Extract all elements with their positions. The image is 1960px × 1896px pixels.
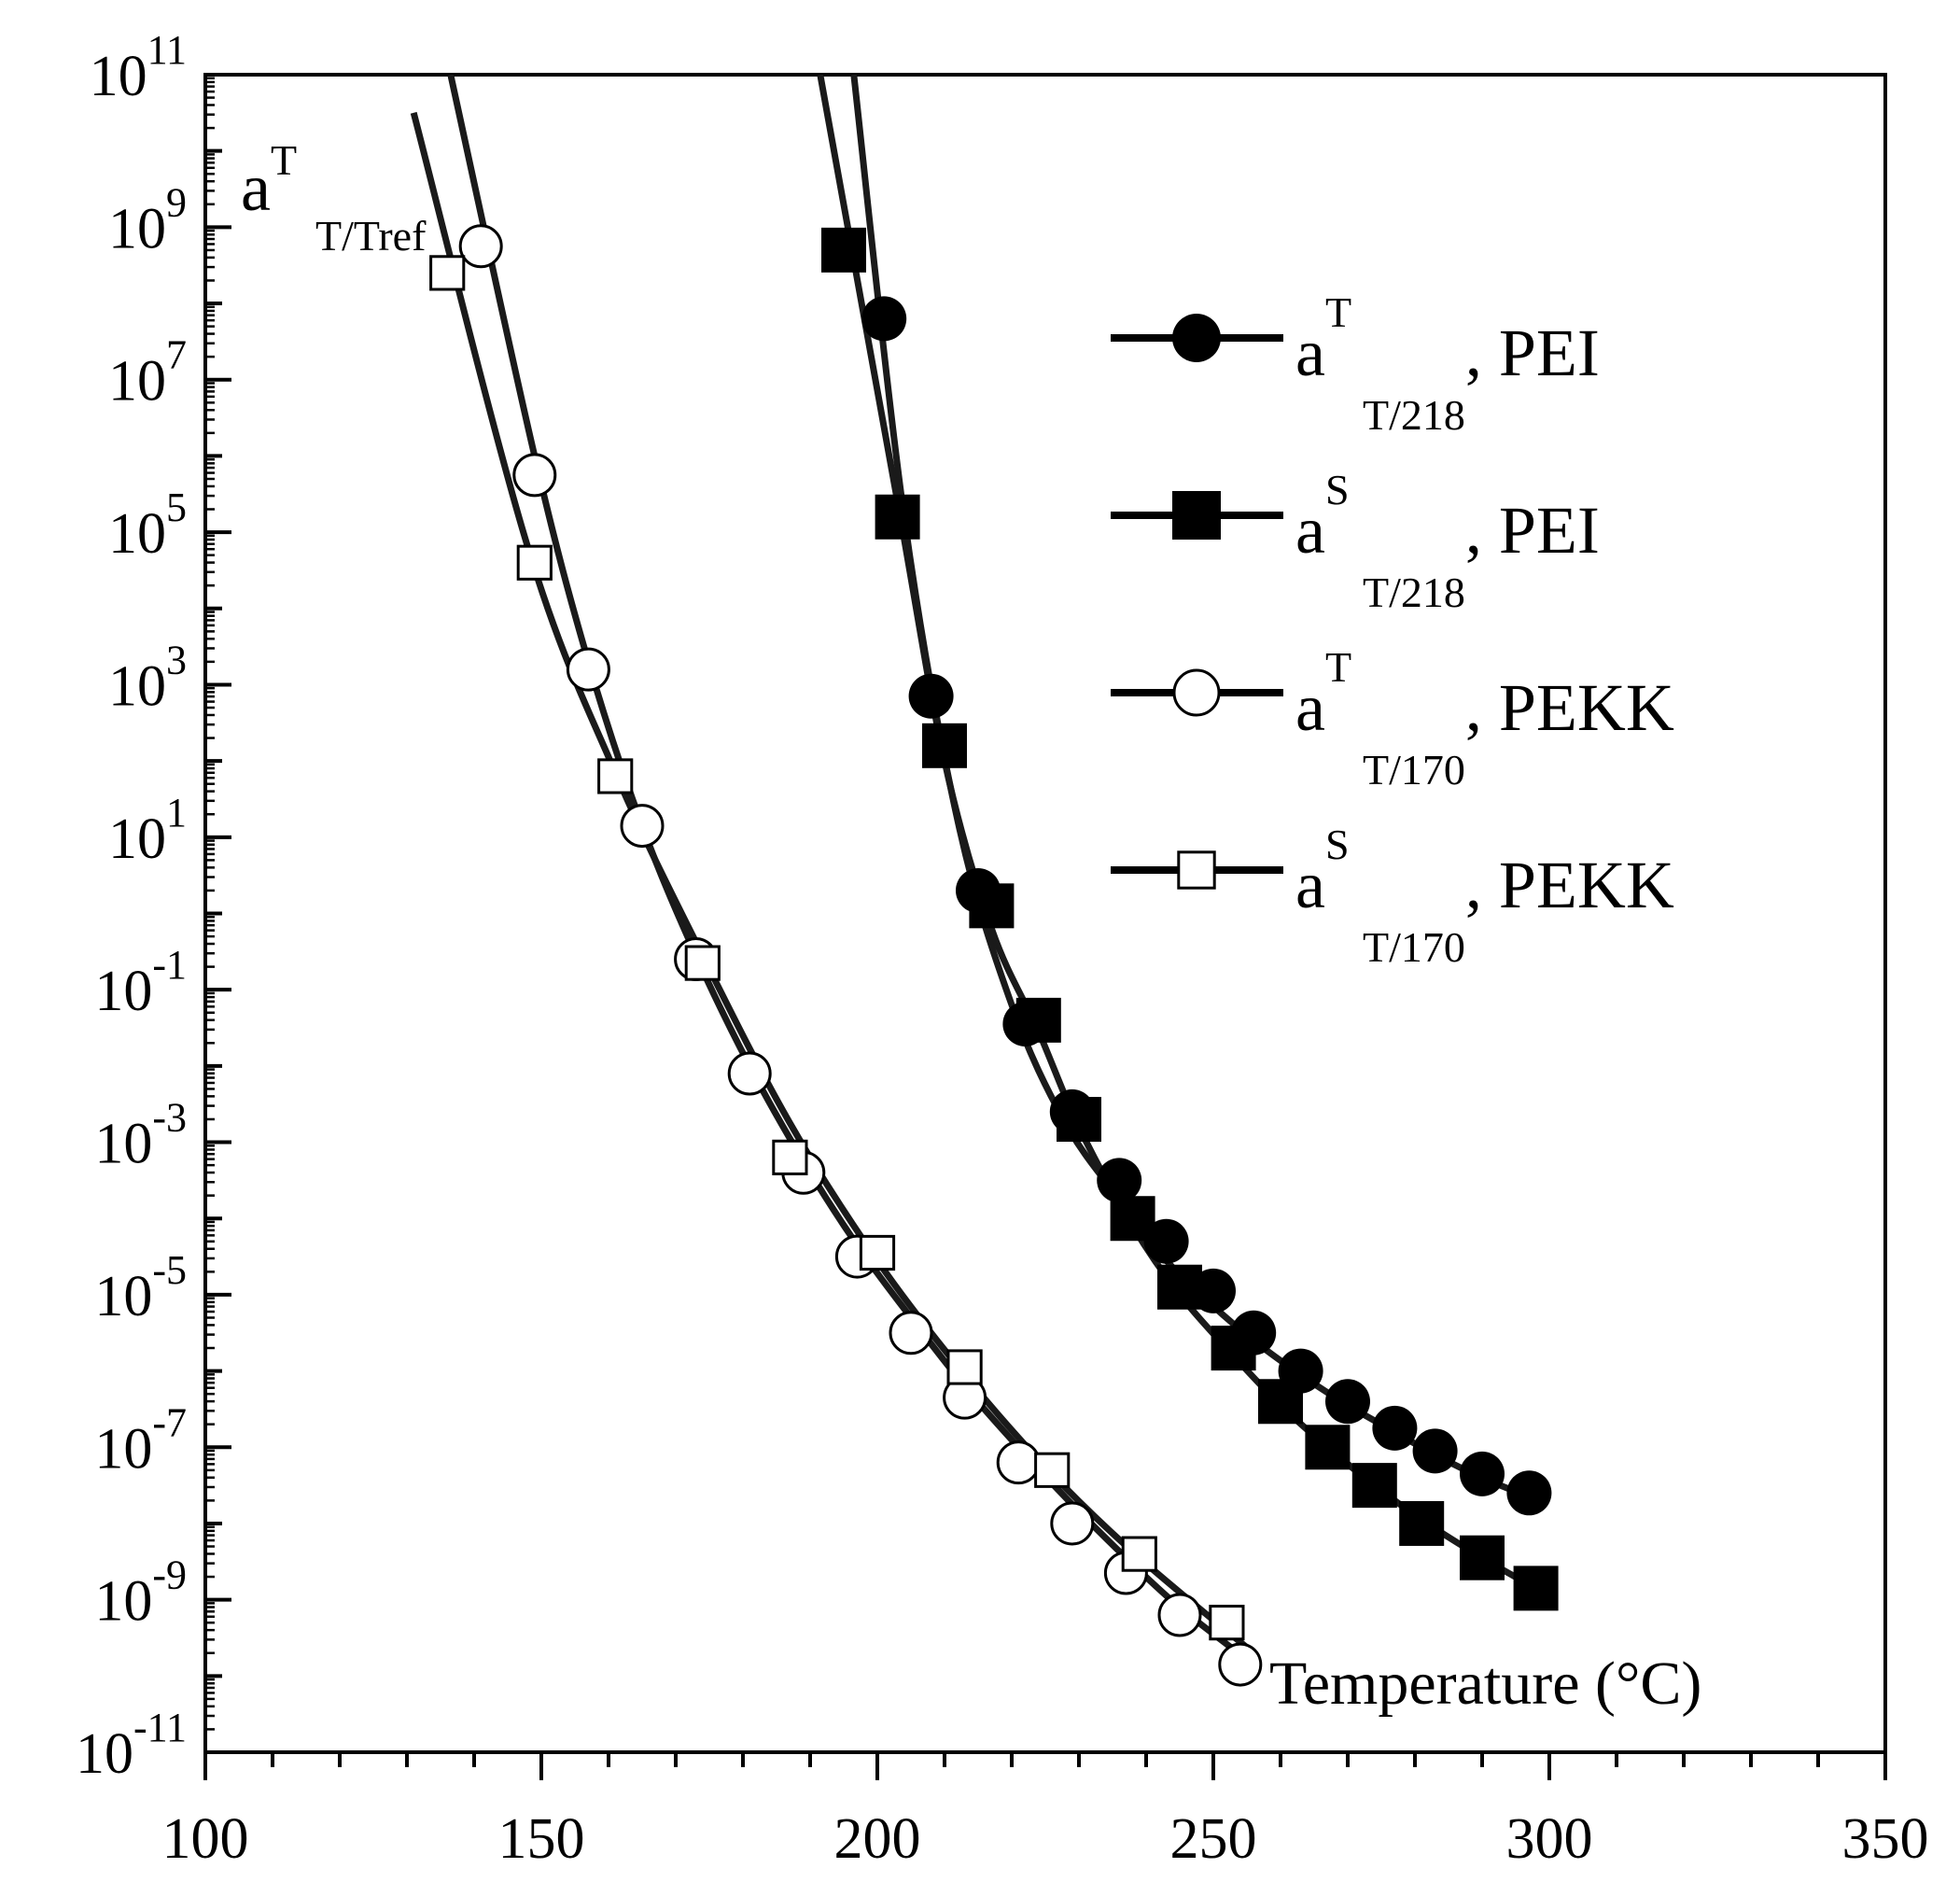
data-point: [1034, 1452, 1071, 1488]
legend-item: aST/218, PEI: [1111, 466, 1600, 616]
x-tick-label: 200: [834, 1807, 921, 1871]
x-tick-label: 150: [498, 1807, 585, 1871]
data-point: [1506, 1470, 1552, 1516]
data-point: [512, 453, 557, 498]
y-axis-label-sup: T: [271, 136, 297, 184]
legend-label: aST/218, PEI: [1295, 466, 1600, 616]
data-point: [1513, 1566, 1559, 1611]
y-axis-tick-labels: 1011 109 107 105 103 101 10-1 10-3 10-5 10-7 10-9 1…: [76, 27, 187, 1786]
data-point: [889, 1311, 933, 1355]
data-point: [1209, 1605, 1245, 1641]
y-axis-label-sub: T/Tref: [315, 212, 427, 260]
data-point: [946, 1349, 983, 1385]
legend-marker: [1172, 668, 1221, 717]
x-axis-ticks: [203, 1752, 1887, 1780]
data-point: [1399, 1500, 1445, 1546]
y-tick-label: 10-5: [94, 1247, 187, 1328]
y-tick-label: 109: [108, 179, 187, 260]
legend-marker: [1177, 850, 1216, 890]
y-tick-label: 101: [108, 790, 187, 871]
x-axis-label: Temperature (°C): [1269, 1650, 1701, 1718]
data-point: [1121, 1536, 1157, 1572]
data-point: [772, 1139, 808, 1175]
data-point: [1050, 1501, 1095, 1546]
data-point: [1460, 1451, 1505, 1496]
data-point: [1351, 1463, 1397, 1509]
y-tick-label: 10-7: [94, 1399, 187, 1481]
data-point: [597, 758, 634, 794]
legend-marker: [1172, 314, 1221, 362]
x-axis-tick-labels: 100 150 200 250 300 350: [162, 1807, 1929, 1871]
data-point: [566, 647, 610, 692]
legend-item: aST/170, PEKK: [1111, 821, 1674, 971]
legend-item: aTT/170, PEKK: [1111, 643, 1674, 794]
legend-marker: [1172, 491, 1221, 540]
legend: aTT/218, PEI aST/218, PEI aTT/170, PEKK aST…: [1111, 288, 1674, 971]
data-point: [996, 1440, 1041, 1485]
data-point: [516, 544, 553, 581]
data-markers: [429, 224, 1559, 1687]
y-tick-label: 10-3: [94, 1095, 187, 1176]
y-axis-ticks: [205, 73, 231, 1754]
y-tick-label: 105: [108, 485, 187, 566]
data-point: [1258, 1379, 1303, 1425]
data-point: [821, 227, 866, 273]
fit-curve: [817, 75, 1538, 1592]
x-tick-label: 300: [1506, 1807, 1593, 1871]
data-point: [1057, 1097, 1101, 1143]
data-point: [969, 883, 1015, 929]
y-tick-label: 107: [108, 332, 187, 414]
data-point: [1412, 1428, 1458, 1474]
legend-item: aTT/218, PEI: [1111, 288, 1600, 439]
data-point: [1460, 1535, 1505, 1580]
x-tick-label: 350: [1842, 1807, 1929, 1871]
x-tick-label: 100: [162, 1807, 249, 1871]
data-point: [429, 255, 466, 291]
data-point: [859, 1234, 896, 1271]
data-point: [1372, 1405, 1418, 1451]
fit-curve: [410, 111, 1256, 1656]
legend-label: aTT/170, PEKK: [1295, 643, 1674, 794]
data-point: [1325, 1379, 1370, 1425]
data-point: [1157, 1593, 1202, 1637]
data-point: [908, 673, 954, 719]
x-tick-label: 250: [1170, 1807, 1257, 1871]
data-point: [875, 494, 920, 540]
data-point: [1305, 1425, 1351, 1470]
y-tick-label: 1011: [90, 27, 187, 108]
data-point: [1110, 1196, 1155, 1242]
y-axis-label-base: a: [241, 150, 271, 225]
legend-label: aST/170, PEKK: [1295, 821, 1674, 971]
data-point: [861, 296, 907, 342]
data-point: [1218, 1642, 1263, 1687]
y-tick-label: 10-1: [94, 942, 187, 1023]
data-point: [620, 804, 665, 849]
data-point: [1097, 1158, 1142, 1203]
y-tick-label: 10-9: [94, 1552, 187, 1634]
legend-label: aTT/218, PEI: [1295, 288, 1600, 439]
data-point: [922, 723, 967, 768]
y-tick-label: 10-11: [76, 1705, 187, 1786]
y-axis-label: aT: [241, 136, 297, 225]
data-point: [458, 224, 503, 269]
data-point: [1211, 1326, 1256, 1371]
data-point: [727, 1051, 772, 1096]
y-tick-label: 103: [108, 637, 187, 718]
data-point: [1015, 997, 1061, 1043]
data-point: [684, 945, 721, 981]
data-point: [1157, 1264, 1202, 1310]
